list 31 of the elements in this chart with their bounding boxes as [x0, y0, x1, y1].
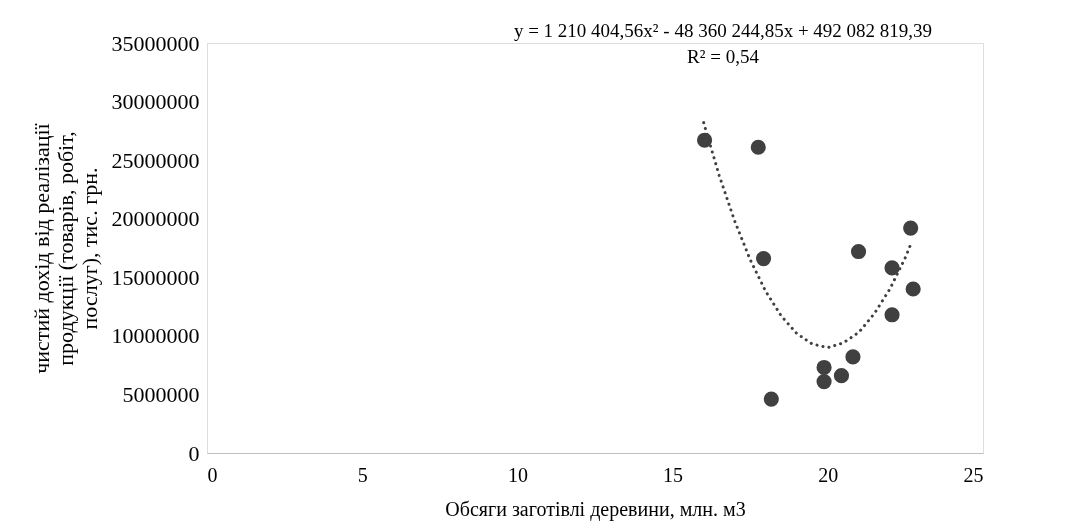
point [884, 260, 900, 276]
y-tick-label: 5000000 [122, 381, 200, 407]
x-tick-label: 25 [963, 463, 984, 486]
point [750, 139, 766, 155]
y-tick-label: 20000000 [111, 206, 200, 232]
y-tick-label: 25000000 [111, 147, 200, 173]
point [816, 359, 832, 376]
x-tick-label: 0 [207, 463, 218, 486]
point [763, 391, 779, 407]
annotation: R² = 0,54 [687, 46, 760, 67]
y-axis-title: чистий дохід від реалізації продукції (товарів, робіт, послуг), тис. грн. [28, 122, 102, 374]
y-tick-label: 10000000 [111, 323, 200, 349]
point [816, 373, 832, 390]
point [850, 243, 867, 260]
x-tick-label: 5 [357, 463, 368, 486]
point [903, 220, 919, 236]
x-tick-label: 15 [663, 463, 684, 486]
point [845, 349, 861, 365]
y-tick-label: 15000000 [111, 264, 200, 290]
point [696, 132, 713, 148]
y-tick-label: 30000000 [111, 89, 200, 115]
x-tick-label: 10 [507, 463, 528, 486]
point [884, 307, 900, 323]
point [833, 368, 850, 384]
x-axis-title: Обсяги заготівлі деревини, млн. м3 [445, 497, 746, 521]
point [905, 281, 921, 297]
y-tick-label: 0 [188, 440, 200, 466]
point [755, 250, 772, 267]
y-tick-label: 35000000 [111, 30, 200, 56]
text: y = 1 210 404,56x² - 48 360 244,85x + 492 082 819,39 [513, 20, 933, 41]
x-tick-label: 20 [818, 463, 839, 486]
